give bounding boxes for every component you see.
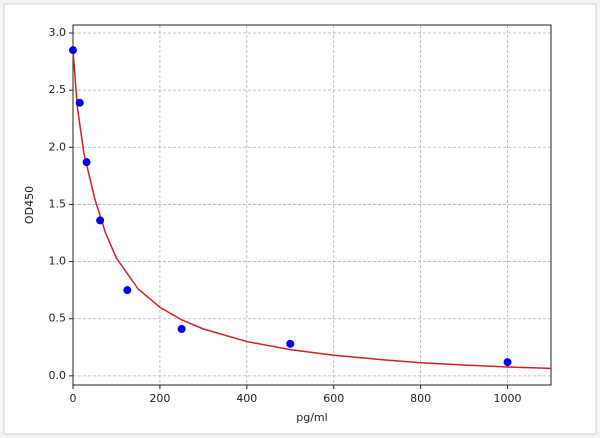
y-tick-label: 2.0	[49, 140, 67, 153]
x-tick-label: 400	[236, 392, 257, 405]
x-tick-label: 200	[149, 392, 170, 405]
y-axis-label: OD450	[23, 186, 36, 224]
y-tick-label: 2.5	[49, 83, 67, 96]
x-tick-label: 0	[70, 392, 77, 405]
data-point	[96, 216, 105, 225]
y-tick-label: 1.5	[49, 197, 67, 210]
y-tick-label: 3.0	[49, 26, 67, 39]
data-point	[503, 358, 512, 367]
fit-curve	[72, 50, 552, 370]
y-tick-label: 0.5	[49, 312, 67, 325]
data-point	[82, 158, 91, 167]
x-tick-label: 600	[323, 392, 344, 405]
data-point	[177, 325, 186, 333]
y-tick-label: 1.0	[49, 255, 67, 268]
data-point	[69, 46, 77, 55]
plot-area	[73, 25, 551, 385]
x-tick-label: 800	[410, 392, 431, 405]
x-tick-label: 1000	[494, 392, 522, 405]
y-tick-label: 0.0	[49, 369, 67, 382]
data-point	[286, 339, 295, 348]
data-point	[75, 98, 84, 107]
x-axis-label: pg/ml	[296, 411, 327, 424]
axes-frame	[72, 24, 552, 386]
data-point	[123, 286, 132, 295]
